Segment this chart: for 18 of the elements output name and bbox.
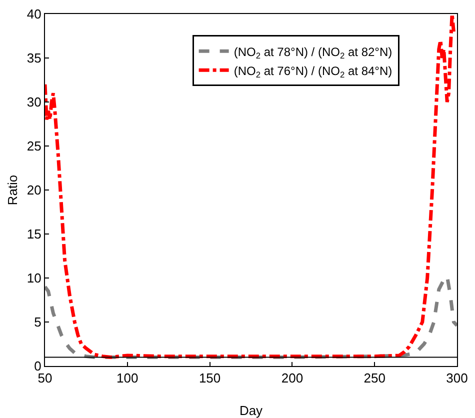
y-tick-label: 5 (34, 314, 42, 330)
legend-label: (NO$_{2}$ at 76°N) / (NO$_{2}$ at 84°N) (234, 64, 392, 80)
x-tick-label: 150 (198, 370, 221, 386)
line-series (45, 14, 456, 359)
x-tick-label: 100 (116, 370, 138, 386)
x-tick-label: 200 (281, 370, 304, 386)
x-tick-label: 250 (364, 370, 386, 386)
y-tick-label: 35 (26, 50, 42, 66)
y-tick-label: 25 (26, 138, 42, 154)
y-axis-title: Ratio (4, 174, 20, 206)
legend-label: (NO$_{2}$ at 78°N) / (NO$_{2}$ at 82°N) (234, 44, 392, 60)
y-tick-label: 20 (26, 182, 42, 198)
y-tick-label: 15 (26, 226, 42, 242)
y-tick-label: 10 (26, 270, 42, 286)
x-axis-title: Day (239, 403, 264, 418)
y-tick-label: 40 (26, 6, 42, 22)
x-tick-label: 300 (446, 370, 468, 386)
y-tick-label: 30 (26, 94, 42, 110)
